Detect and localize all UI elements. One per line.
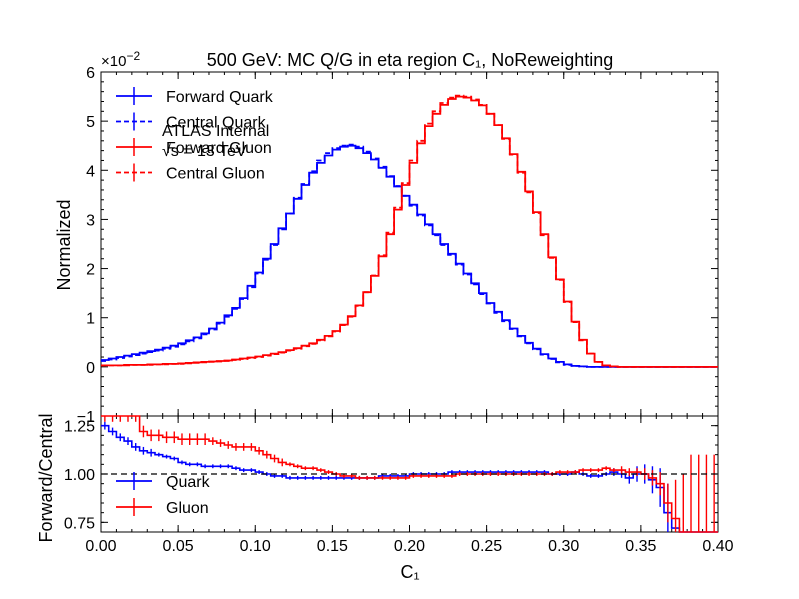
top-y-tick-label: 1 (86, 311, 95, 328)
legend-label: Gluon (166, 500, 209, 517)
top-y-tick-label: −1 (77, 409, 95, 426)
atlas-label: ATLAS Internal (162, 123, 269, 140)
legend-label: Central Gluon (166, 166, 265, 183)
x-tick-label: 0.30 (548, 538, 579, 555)
bottom-y-tick-label: 1.00 (64, 467, 95, 484)
top-y-axis: −1 0 1 2 3 4 5 6 (77, 65, 718, 426)
x-tick-label: 0.25 (471, 538, 502, 555)
x-tick-label: 0.20 (394, 538, 425, 555)
legend-label: Central Quark (166, 115, 267, 132)
series-central-gluon (101, 94, 718, 368)
bottom-y-axis-label: Forward/Central (36, 413, 56, 542)
series-central-quark (101, 143, 718, 368)
top-series-group (101, 94, 718, 368)
x-tick-label: 0.35 (625, 538, 656, 555)
top-y-tick-label: 0 (86, 360, 95, 377)
top-y-tick-label: 2 (86, 262, 95, 279)
bottom-y-tick-label: 0.75 (64, 515, 95, 532)
top-y-tick-label: 4 (86, 163, 95, 180)
top-y-tick-label: 6 (86, 65, 95, 82)
top-y-tick-label: 5 (86, 114, 95, 131)
legend-label: Forward Gluon (166, 140, 272, 157)
x-tick-label: 0.40 (702, 538, 733, 555)
x-tick-label: 0.00 (85, 538, 116, 555)
x-tick-label: 0.10 (240, 538, 271, 555)
bottom-series-group (101, 415, 718, 533)
x-tick-label: 0.15 (317, 538, 348, 555)
sqrt-s-label: √s = 13 TeV (162, 143, 247, 160)
y-exponent-label: ×10−2 (101, 49, 140, 70)
series-forward-gluon (101, 95, 718, 368)
top-y-tick-label: 3 (86, 212, 95, 229)
x-axis-label: C₁ (400, 562, 419, 582)
top-legend: Forward Quark Central Quark Forward Gluon C… (116, 87, 274, 183)
legend-label: Forward Quark (166, 89, 274, 106)
chart-title: 500 GeV: MC Q/G in eta region C₁, NoRewe… (207, 50, 614, 70)
bottom-y-tick-label: 1.25 (64, 419, 95, 436)
legend-label: Quark (166, 474, 211, 491)
top-minor-ticks (101, 81, 718, 407)
bottom-legend: Quark Gluon (116, 472, 211, 517)
x-tick-label: 0.05 (163, 538, 194, 555)
top-y-axis-label: Normalized (54, 199, 74, 290)
